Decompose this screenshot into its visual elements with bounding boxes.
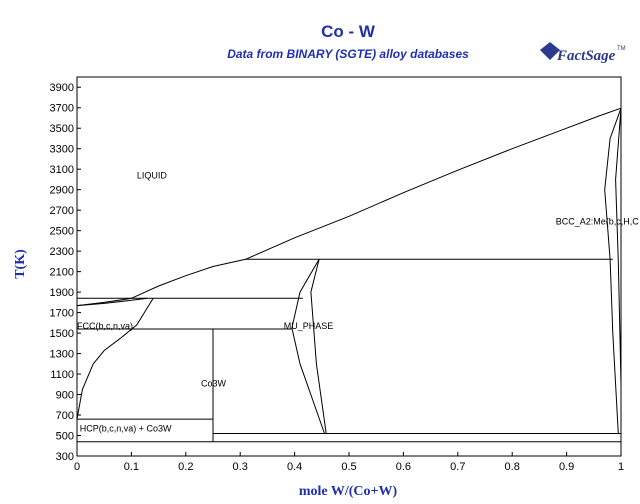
y-tick-label: 2100 (50, 267, 74, 279)
y-tick-label: 1300 (50, 349, 74, 361)
y-tick-label: 1700 (50, 308, 74, 320)
y-tick-label: 2500 (50, 226, 74, 238)
x-axis-label: mole W/(Co+W) (299, 484, 398, 499)
region-label: LIQUID (137, 170, 168, 180)
x-tick-label: 0.4 (287, 461, 302, 473)
y-tick-label: 1100 (50, 369, 74, 381)
phase-boundary-8 (291, 259, 325, 434)
region-label: Co3W (201, 378, 227, 388)
x-tick-label: 0.1 (124, 461, 139, 473)
region-label: BCC_A2:Me(b,c,H,C (556, 217, 640, 227)
logo-emblem-icon (540, 42, 560, 60)
phase-boundary-3 (76, 298, 154, 420)
y-tick-label: 700 (56, 410, 74, 422)
y-tick-label: 3300 (50, 144, 74, 156)
x-axis: 0 0.1 0.2 0.3 0.4 0.5 0.6 0.7 0.8 0.9 1 (74, 452, 624, 473)
y-tick-label: 1500 (50, 328, 74, 340)
logo-text: FactSage (556, 48, 616, 64)
region-label: MU_PHASE (284, 321, 334, 331)
x-tick-label: 0.2 (178, 461, 193, 473)
x-tick-label: 1 (618, 461, 624, 473)
phase-boundaries (76, 107, 622, 443)
phase-boundary-14 (604, 108, 622, 434)
x-tick-label: 0.5 (341, 461, 356, 473)
region-label: FCC(b,c,n,va) (77, 321, 133, 331)
y-tick-label: 2900 (50, 185, 74, 197)
x-tick-label: 0.7 (450, 461, 465, 473)
region-labels: LIQUID BCC_A2:Me(b,c,H,C FCC(b,c,n,va) MU_P… (77, 170, 639, 433)
y-tick-label: 500 (56, 431, 74, 443)
logo-tm: TM (617, 46, 626, 52)
x-tick-label: 0.9 (559, 461, 574, 473)
x-tick-label: 0.3 (233, 461, 248, 473)
y-axis-label: T(K) (13, 249, 28, 279)
phase-boundary-7 (310, 259, 327, 434)
y-tick-label: 900 (56, 390, 74, 402)
factsage-logo: FactSage TM (540, 42, 626, 64)
x-tick-label: 0 (74, 461, 80, 473)
y-tick-label: 3700 (50, 103, 74, 115)
phase-boundary-2 (76, 297, 148, 307)
phase-boundary-15 (615, 108, 622, 385)
y-tick-label: 3900 (50, 82, 74, 94)
y-axis: 300 500 700 900 1100 1300 1500 1700 1900 2100 2300… (50, 82, 81, 463)
y-tick-label: 1900 (50, 287, 74, 299)
phase-boundary-1 (76, 107, 622, 307)
y-tick-label: 3100 (50, 164, 74, 176)
y-tick-label: 3500 (50, 123, 74, 135)
y-tick-label: 2700 (50, 205, 74, 217)
plot-frame (76, 76, 622, 457)
x-tick-label: 0.8 (505, 461, 520, 473)
y-tick-label: 300 (56, 451, 74, 463)
y-tick-label: 2300 (50, 246, 74, 258)
region-label: HCP(b,c,n,va) + Co3W (80, 423, 172, 433)
chart-subtitle: Data from BINARY (SGTE) alloy databases (227, 47, 469, 61)
chart-title: Co - W (321, 22, 376, 41)
x-tick-label: 0.6 (396, 461, 411, 473)
